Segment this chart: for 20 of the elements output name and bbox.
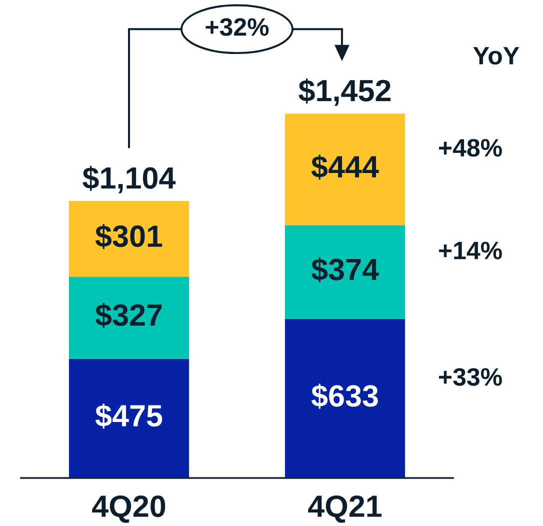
total-label: $1,104	[82, 166, 176, 194]
x-tick-label: 4Q21	[308, 495, 382, 523]
data-label: $327	[95, 302, 162, 328]
data-label: $374	[311, 257, 379, 282]
bar	[68, 358, 190, 478]
bar	[68, 201, 190, 277]
data-label: $444	[311, 154, 379, 180]
data-label: $475	[95, 404, 162, 429]
text: YoY	[473, 47, 520, 65]
data-label: $633	[311, 384, 378, 409]
annotation: +48%	[439, 138, 502, 157]
annotation: +14%	[439, 242, 502, 260]
annotation: +33%	[439, 368, 502, 386]
bar	[68, 276, 190, 359]
x-tick-label: 4Q20	[92, 495, 166, 523]
total-label: $1,452	[298, 78, 391, 106]
text: +32%	[206, 18, 269, 36]
bar	[284, 225, 406, 320]
bar	[284, 319, 406, 478]
data-label: $301	[95, 224, 162, 250]
